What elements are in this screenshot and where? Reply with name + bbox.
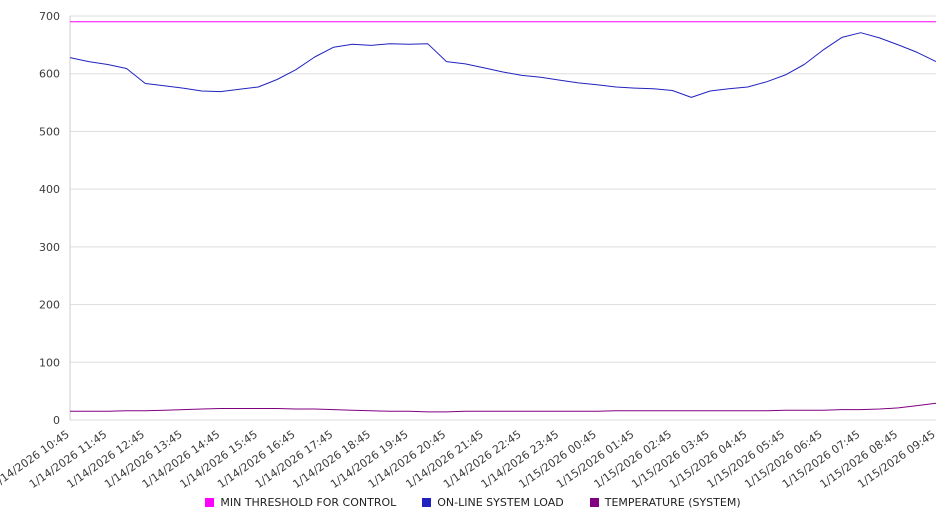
chart-legend: MIN THRESHOLD FOR CONTROL ON-LINE SYSTEM… (0, 494, 946, 526)
legend-swatch-temperature (589, 498, 599, 507)
y-tick-label: 0 (53, 414, 60, 427)
legend-swatch-min-threshold (205, 498, 215, 507)
legend-label-temperature: TEMPERATURE (SYSTEM) (604, 496, 741, 509)
y-tick-label: 500 (39, 125, 60, 138)
legend-swatch-system-load (422, 498, 432, 507)
y-tick-label: 400 (39, 183, 60, 196)
y-tick-label: 100 (39, 356, 60, 369)
legend-label-system-load: ON-LINE SYSTEM LOAD (437, 496, 564, 509)
series-line-1 (69, 32, 937, 98)
legend-item-temperature[interactable]: TEMPERATURE (SYSTEM) (589, 496, 741, 509)
legend-item-min-threshold[interactable]: MIN THRESHOLD FOR CONTROL (205, 496, 396, 509)
y-tick-label: 600 (39, 68, 60, 81)
legend-label-min-threshold: MIN THRESHOLD FOR CONTROL (220, 496, 397, 509)
y-tick-label: 700 (39, 10, 60, 23)
legend-item-system-load[interactable]: ON-LINE SYSTEM LOAD (422, 496, 564, 509)
series-line-2 (70, 402, 937, 413)
y-tick-label: 300 (39, 241, 60, 254)
y-tick-label: 200 (39, 299, 60, 312)
